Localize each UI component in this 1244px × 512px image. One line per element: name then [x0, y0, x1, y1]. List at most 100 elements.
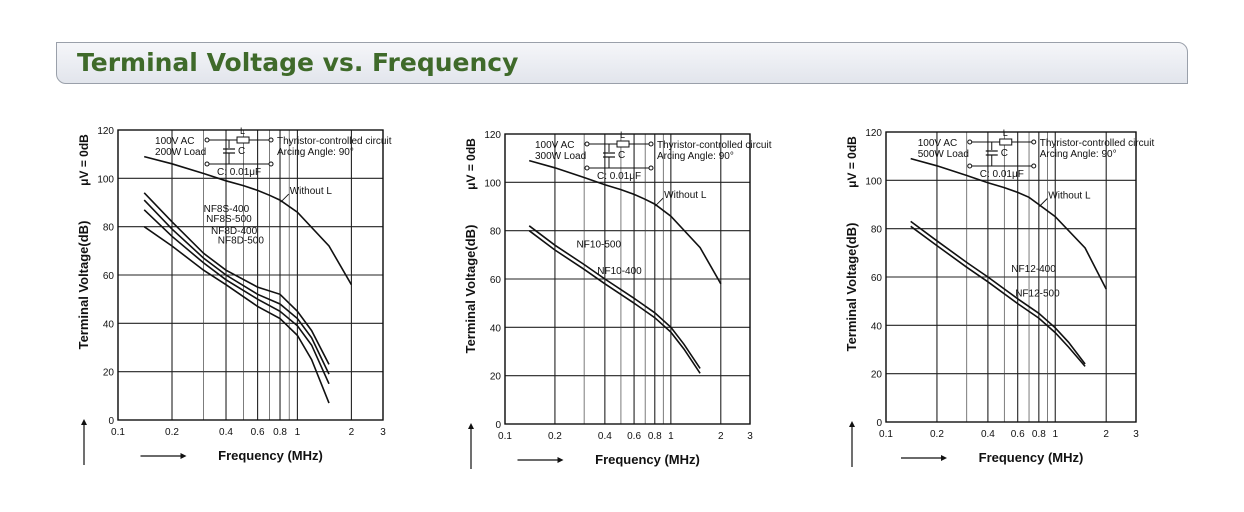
capacitor-label: C: [1001, 148, 1008, 159]
y-tick-label: 0: [108, 416, 114, 427]
terminal-dot: [268, 137, 274, 143]
x-tick-label: 0.4: [219, 427, 233, 438]
x-tick-label: 2: [718, 431, 724, 442]
y-tick-label: 100: [484, 178, 501, 189]
series-line-nf8d-500: [143, 226, 330, 404]
circuit-description: Thyristor-controlled circuit: [277, 136, 392, 147]
x-axis-arrow-head: [180, 453, 187, 459]
y-tick-label: 40: [871, 321, 883, 332]
y-axis-unit: μV = 0dB: [845, 136, 859, 188]
y-axis-unit: μV = 0dB: [77, 134, 91, 186]
plot-frame: [504, 133, 751, 425]
y-tick-label: 0: [495, 420, 501, 431]
y-axis-arrow-head: [468, 423, 474, 429]
x-tick-label: 2: [1103, 429, 1109, 440]
x-tick-label: 0.6: [251, 427, 265, 438]
chart-300w: 0 20 40 60 80 100 120 0.1 0.2 0.4 0.6 0.8 1 2 3 Frequen…: [463, 130, 772, 469]
x-tick-label: 0.8: [273, 427, 287, 438]
x-tick-label: 0.6: [627, 431, 641, 442]
y-axis-arrow-head: [849, 421, 855, 427]
y-axis-arrow-head: [81, 419, 87, 425]
x-tick-label: 2: [349, 427, 355, 438]
plot-frame: [117, 129, 384, 421]
y-tick-label: 40: [103, 319, 115, 330]
inductor-label: L: [620, 130, 625, 140]
capacitor-value-label: C: 0.01μF: [217, 167, 261, 178]
x-tick-label: 0.2: [548, 431, 562, 442]
x-tick-label: 0.4: [981, 429, 995, 440]
circuit-source-label: 100V AC: [155, 136, 194, 147]
chart-500w: 0 20 40 60 80 100 120 0.1 0.2 0.4 0.6 0.8 1 2 3 Frequen…: [844, 128, 1155, 467]
terminal-dot: [204, 137, 210, 143]
series-label-without-l: Without L: [664, 190, 707, 201]
series-label-nf12-400: NF12-400: [1011, 264, 1056, 275]
arcing-angle-label: Arcing Angle: 90°: [657, 151, 734, 162]
circuit-description: Thyristor-controlled circuit: [657, 140, 772, 151]
inductor-symbol: [236, 136, 250, 144]
y-axis-label: Terminal Voltage(dB): [463, 225, 478, 354]
x-tick-label: 0.2: [165, 427, 179, 438]
x-axis-label: Frequency (MHz): [979, 450, 1084, 465]
series-line-without-l: [910, 157, 1107, 290]
series-line-without-l: [528, 159, 722, 285]
y-tick-label: 20: [103, 368, 115, 379]
y-axis-label-group: Terminal Voltage(dB) μV = 0dB: [76, 134, 91, 465]
capacitor-value-label: C: 0.01μF: [597, 171, 641, 182]
x-tick-label: 0.1: [498, 431, 512, 442]
terminal-dot: [204, 161, 210, 167]
series-label-nf8s-500: NF8S-500: [206, 214, 252, 225]
terminal-dot: [1031, 163, 1037, 169]
series-label-nf12-500: NF12-500: [1015, 288, 1060, 299]
circuit-load-label: 200W Load: [155, 147, 206, 158]
y-tick-label: 120: [484, 130, 501, 141]
y-tick-label: 60: [871, 273, 883, 284]
y-tick-label: 0: [876, 418, 882, 429]
label-leader: [280, 193, 290, 203]
x-tick-label: 0.8: [1032, 429, 1046, 440]
y-axis-label: Terminal Voltage(dB): [844, 223, 859, 352]
y-axis-label-group: Terminal Voltage(dB) μV = 0dB: [463, 138, 478, 469]
circuit-load-label: 500W Load: [918, 149, 969, 160]
terminal-dot: [967, 139, 973, 145]
series-line-nf8d-400: [143, 209, 330, 385]
terminal-dot: [967, 163, 973, 169]
arcing-angle-label: Arcing Angle: 90°: [277, 147, 354, 158]
series-label-nf8d-500: NF8D-500: [218, 236, 265, 247]
x-tick-label: 0.8: [648, 431, 662, 442]
series-line-nf12-400: [910, 220, 1086, 365]
title-bar: Terminal Voltage vs. Frequency: [56, 42, 1188, 84]
y-tick-label: 60: [490, 275, 502, 286]
capacitor-label: C: [238, 146, 245, 157]
y-tick-label: 80: [871, 225, 883, 236]
plot-frame: [885, 131, 1137, 423]
series-label-nf8d-400: NF8D-400: [211, 226, 258, 237]
terminal-dot: [648, 165, 654, 171]
circuit-load-label: 300W Load: [535, 151, 586, 162]
x-axis-arrow-head: [557, 457, 564, 463]
series-line-nf8s-500: [143, 199, 330, 375]
capacitor-value-label: C: 0.01μF: [980, 169, 1024, 180]
series-label-without-l: Without L: [1048, 191, 1091, 202]
y-tick-label: 120: [97, 126, 114, 137]
circuit-source-label: 100V AC: [535, 140, 574, 151]
circuit-description: Thyristor-controlled circuit: [1040, 138, 1155, 149]
terminal-dot: [648, 141, 654, 147]
y-tick-label: 100: [97, 174, 114, 185]
series-line-nf8s-400: [143, 192, 330, 365]
y-tick-label: 60: [103, 271, 115, 282]
series-label-without-l: Without L: [290, 186, 333, 197]
terminal-dot: [268, 161, 274, 167]
circuit-source-label: 100V AC: [918, 138, 957, 149]
x-axis-label: Frequency (MHz): [218, 448, 323, 463]
terminal-dot: [584, 165, 590, 171]
series-line-nf10-400: [528, 230, 701, 374]
x-tick-label: 1: [1052, 429, 1058, 440]
y-tick-label: 40: [490, 323, 502, 334]
x-tick-label: 3: [380, 427, 386, 438]
x-tick-label: 3: [1133, 429, 1139, 440]
y-tick-label: 80: [103, 223, 115, 234]
x-tick-label: 3: [747, 431, 753, 442]
y-tick-label: 120: [865, 128, 882, 139]
series-label-nf10-500: NF10-500: [577, 240, 622, 251]
series-line-nf10-500: [528, 225, 701, 369]
